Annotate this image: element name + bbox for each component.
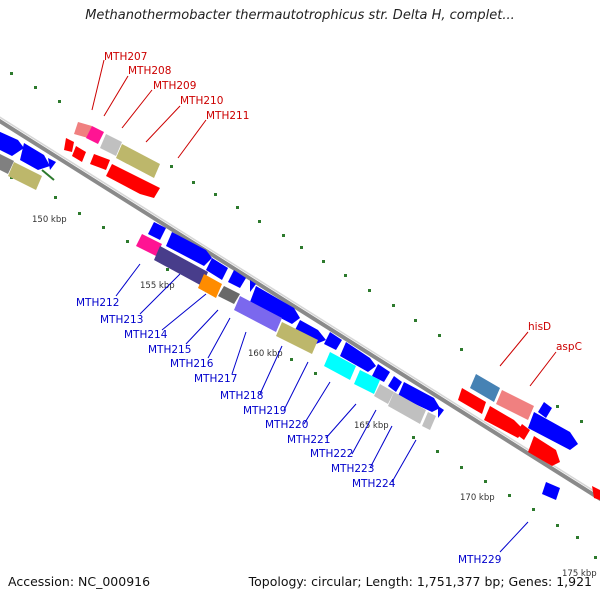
gene-label-mth222: MTH222 <box>310 448 353 460</box>
gene-label-mth229: MTH229 <box>458 554 501 566</box>
backbone-outer <box>0 118 600 502</box>
gene-label-hisd: hisD <box>528 321 551 333</box>
gene-label-mth216: MTH216 <box>170 358 214 370</box>
topology-label: Topology: circular; Length: 1,751,377 bp… <box>248 574 592 589</box>
gene-label-mth212: MTH212 <box>76 297 119 309</box>
forward-labels <box>91 59 557 387</box>
gene-label-mth208: MTH208 <box>128 65 171 77</box>
gene-label-mth218: MTH218 <box>220 390 263 402</box>
gene-label-mth219: MTH219 <box>243 405 286 417</box>
gene-label-mth211: MTH211 <box>206 110 249 122</box>
tick-label: 155 kbp <box>140 281 175 291</box>
gene-label-mth210: MTH210 <box>180 95 223 107</box>
gene-label-mth224: MTH224 <box>352 478 396 490</box>
gc-dots <box>10 72 597 559</box>
gene-label-mth217: MTH217 <box>194 373 237 385</box>
forward-gene-features-right <box>458 374 600 500</box>
scale-ticks: 150 kbp 155 kbp 160 kbp 165 kbp 170 kbp … <box>32 169 597 579</box>
gene-label-mth220: MTH220 <box>265 419 308 431</box>
gene-label-mth221: MTH221 <box>287 434 330 446</box>
forward-gene-features-left <box>0 122 160 198</box>
tick-label: 150 kbp <box>32 215 67 225</box>
tick-label: 165 kbp <box>354 421 389 431</box>
gene-label-mth213: MTH213 <box>100 314 143 326</box>
gene-label-mth214: MTH214 <box>124 329 168 341</box>
gene-label-aspc: aspC <box>556 341 582 353</box>
tick-label: 170 kbp <box>460 493 495 503</box>
tick-label: 160 kbp <box>248 349 283 359</box>
gene-label-mth207: MTH207 <box>104 51 147 63</box>
gene-label-mth209: MTH209 <box>153 80 196 92</box>
gene-label-mth215: MTH215 <box>148 344 191 356</box>
accession-label: Accession: NC_000916 <box>8 574 151 589</box>
reverse-labels-lines <box>115 263 529 553</box>
tick-label: 175 kbp <box>562 569 597 579</box>
reverse-gene-features <box>136 222 444 430</box>
gene-label-mth223: MTH223 <box>331 463 374 475</box>
map-title: Methanothermobacter thermautotrophicus s… <box>85 8 515 23</box>
